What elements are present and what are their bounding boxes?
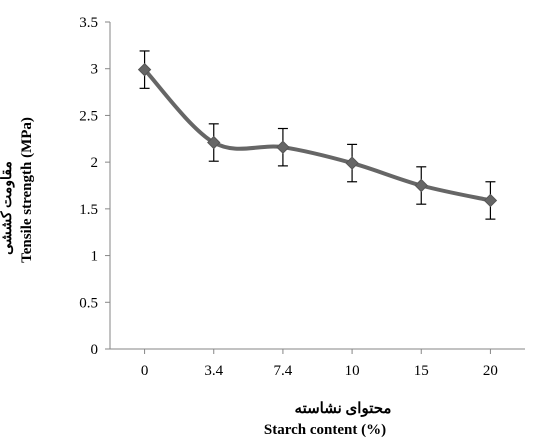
data-point	[276, 140, 290, 154]
x-tick-label: 7.4	[274, 363, 293, 379]
y-tick-label: 3.5	[79, 15, 98, 31]
axes	[105, 21, 525, 354]
x-axis-title-persian: محتوای نشاسته	[295, 401, 392, 417]
y-tick-label: 2.5	[79, 108, 98, 124]
y-tick-label: 0	[91, 342, 99, 358]
series	[137, 50, 498, 220]
x-tick-label: 15	[414, 363, 429, 379]
data-point	[137, 62, 152, 77]
x-axis-title: Starch content (%)	[264, 422, 386, 438]
y-tick-label: 0.5	[79, 295, 98, 311]
y-tick-labels: 0 0.5 1 1.5 2 2.5 3 3.5	[79, 15, 98, 358]
data-point	[483, 193, 498, 208]
data-point	[414, 178, 428, 193]
y-axis-title-persian: مقاومت کششی	[0, 161, 15, 255]
y-tick-label: 2	[91, 155, 99, 171]
y-tick-label: 3	[91, 62, 99, 78]
data-point	[345, 156, 359, 170]
y-axis-title: Tensile strength (MPa)	[19, 117, 35, 263]
x-tick-label: 20	[483, 363, 498, 379]
x-tick-labels: 0 3.4 7.4 10 15 20	[141, 363, 498, 379]
x-tick-label: 10	[345, 363, 360, 379]
y-tick-label: 1	[91, 249, 99, 265]
series-line	[142, 67, 493, 203]
x-tick-label: 3.4	[204, 363, 223, 379]
data-point	[207, 135, 221, 150]
y-tick-label: 1.5	[79, 202, 98, 218]
x-tick-label: 0	[141, 363, 149, 379]
